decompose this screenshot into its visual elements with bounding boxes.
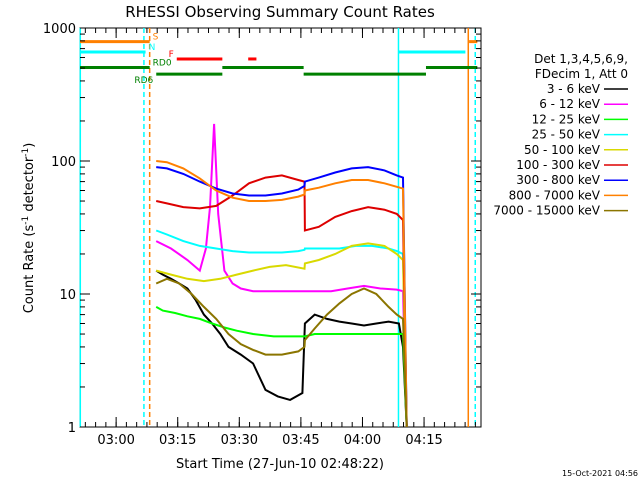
y-axis-label-sup2: -1 [21,148,31,157]
x-tick-label: 03:45 [282,433,319,448]
legend-label-12-25-kev: 12 - 25 keV [532,112,601,126]
x-axis-label: Start Time (27-Jun-10 02:48:22) [176,457,384,472]
legend-label-100-300-kev: 100 - 300 keV [516,158,600,172]
y-axis-label: Count Rate (s-1 detector-1) [21,143,37,314]
series-line-300-800-kev [156,166,408,428]
series-line-3-6-kev [155,269,408,428]
flag-label-s: S [153,33,159,43]
y-axis-label-main: Count Rate (s [22,225,37,314]
legend: Det 1,3,4,5,6,9, FDecim 1, Att 0 3 - 6 k… [493,52,628,218]
chart-title: RHESSI Observing Summary Count Rates [125,3,435,21]
y-axis-label-tail: ) [22,143,37,148]
x-tick-label: 03:30 [221,433,258,448]
vertical-markers [79,28,477,427]
x-tick-label: 04:00 [344,433,381,448]
y-tick-label: 1000 [43,22,76,37]
series-line-12-25-kev [155,306,408,428]
legend-header-1: Det 1,3,4,5,6,9, [534,52,628,66]
legend-label-800-7000-kev: 800 - 7000 keV [509,188,601,202]
series-line-6-12-kev [155,123,408,428]
series-line-50-100-kev [155,242,408,428]
flag-label-f: F [169,50,174,60]
series-line-25-50-kev [155,229,408,428]
y-tick-label: 1 [68,421,76,436]
x-axis-ticks: 03:00 03:15 03:30 03:45 04:00 04:15 [84,28,476,448]
y-axis-label-mid: detector [22,156,37,216]
flag-label-rd0: RD0 [153,58,172,68]
legend-label-3-6-kev: 3 - 6 keV [547,82,601,96]
legend-label-6-12-kev: 6 - 12 keV [539,97,601,111]
legend-header-2: FDecim 1, Att 0 [535,67,628,81]
flag-label-n: N [149,43,156,53]
y-axis-label-sup1: -1 [21,216,31,225]
y-tick-label: 10 [59,288,76,303]
x-tick-label: 04:15 [405,433,442,448]
legend-label-25-50-kev: 25 - 50 keV [532,128,601,142]
plot-frame [79,27,482,428]
series-line-100-300-kev [155,174,408,428]
flag-label-rd6: RD6 [134,76,153,86]
footer-date: 15-Oct-2021 04:56 [562,469,638,478]
y-axis-ticks: 1 10 100 1000 [43,22,481,436]
series-line-7000-15000-kev [155,277,408,428]
legend-label-300-800-kev: 300 - 800 keV [516,173,600,187]
y-tick-label: 100 [51,155,76,170]
x-tick-label: 03:15 [159,433,196,448]
legend-label-50-100-kev: 50 - 100 keV [524,143,601,157]
series-lines [155,123,408,428]
series-line-800-7000-kev [156,160,408,428]
x-tick-label: 03:00 [97,433,134,448]
legend-label-7000-15000-kev: 7000 - 15000 keV [493,204,600,218]
